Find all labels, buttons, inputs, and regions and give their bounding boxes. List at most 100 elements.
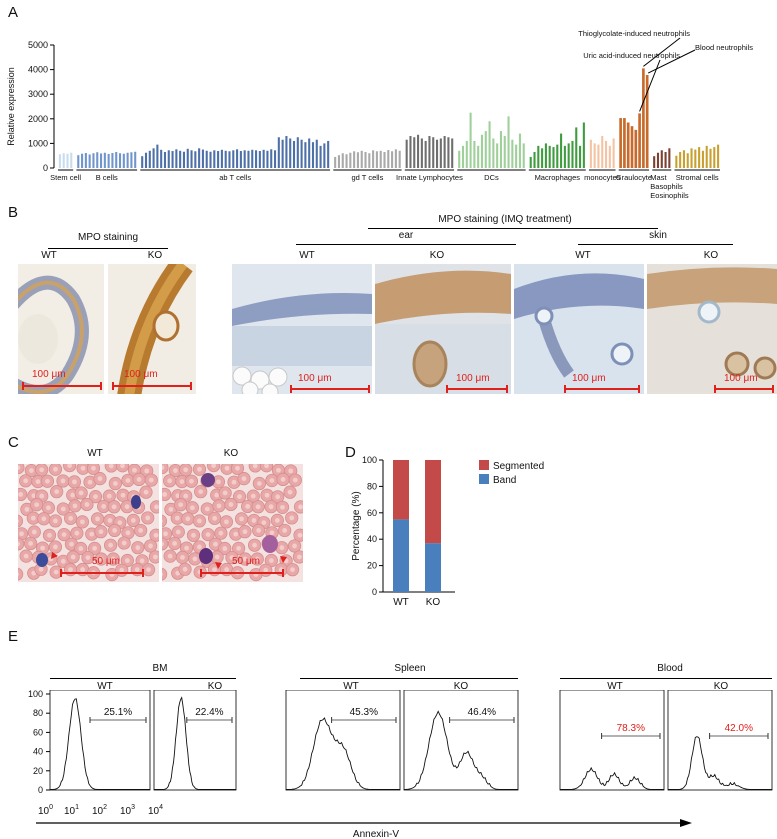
a-bar (379, 150, 382, 168)
a-annotation-line (647, 49, 696, 74)
a-bar (593, 143, 596, 168)
e-xtick-label: 103 (120, 804, 135, 817)
a-bar (417, 134, 420, 168)
scale-bar-2 (112, 382, 192, 390)
red-blood-cell-center (255, 504, 261, 510)
red-blood-cell-center (145, 515, 151, 521)
a-bar (522, 143, 525, 168)
a-bar (144, 152, 148, 168)
red-blood-cell-center (214, 554, 220, 560)
red-blood-cell-center (183, 493, 189, 499)
a-bar (296, 137, 299, 168)
a-bar (341, 153, 344, 168)
red-blood-cell-center (125, 478, 131, 483)
a-bar (682, 150, 685, 168)
red-blood-cell-center (68, 567, 73, 573)
skin-label: skin (649, 230, 667, 241)
neutrophil-nucleus (199, 548, 213, 564)
red-blood-cell-center (288, 468, 294, 474)
a-bar (171, 151, 174, 168)
red-blood-cell-center (268, 504, 274, 510)
red-blood-cell-center (172, 541, 178, 546)
a-bar (443, 136, 446, 168)
red-blood-cell-center (197, 544, 202, 550)
a-bar (597, 144, 600, 168)
a-bar (383, 152, 386, 168)
e-spleen-ko: KO (453, 681, 469, 692)
a-bar (100, 153, 103, 168)
red-blood-cell-center (256, 528, 262, 533)
a-group-label: gd T cells (352, 173, 384, 182)
arrowhead (280, 556, 287, 563)
red-blood-cell-center (233, 531, 239, 537)
a-group-label: Stem cell (50, 173, 81, 182)
scale-label-3: 100 μm (298, 373, 332, 384)
a-bar (115, 152, 118, 168)
red-blood-cell-center (107, 518, 113, 523)
e-histogram-curve (154, 696, 236, 790)
red-blood-cell-center (268, 558, 274, 563)
a-bar (541, 148, 544, 168)
a-bar (477, 145, 480, 168)
scale-bar-5 (564, 385, 640, 393)
red-blood-cell-center (175, 570, 181, 576)
d-ytick-label: 40 (367, 534, 377, 544)
red-blood-cell-center (24, 506, 30, 512)
e-histogram-curve (560, 766, 664, 790)
red-blood-cell-center (53, 466, 58, 472)
red-blood-cell-center (78, 546, 84, 551)
red-blood-cell-center (251, 518, 257, 523)
a-bar (579, 145, 582, 168)
a-bar (435, 139, 439, 168)
red-blood-cell-center (162, 572, 163, 577)
red-blood-cell-center (68, 515, 74, 521)
a-group-label: monocytes (584, 173, 621, 182)
scale-label-6: 100 μm (724, 373, 758, 384)
red-blood-cell-center (263, 567, 269, 573)
red-blood-cell-center (228, 502, 234, 507)
a-bar (518, 133, 521, 168)
red-blood-cell-center (168, 506, 174, 512)
red-blood-cell-center (53, 518, 58, 524)
a-bar (668, 148, 671, 168)
red-blood-cell-center (67, 464, 73, 469)
a-bar (182, 151, 185, 168)
a-bar (66, 153, 69, 168)
a-annotation: Thioglycolate-induced neutrophils (578, 29, 690, 38)
red-blood-cell-center (279, 545, 285, 551)
a-bar (626, 122, 630, 168)
mpo-ko-micrograph (108, 264, 196, 394)
red-blood-cell-center (45, 505, 51, 511)
red-blood-cell-center (19, 531, 24, 537)
red-blood-cell-center (87, 479, 93, 485)
a-bar (705, 145, 708, 168)
ear-wt-micrograph (232, 264, 372, 394)
red-blood-cell-center (216, 479, 221, 485)
a-bar (58, 154, 61, 168)
e-spleen-wt: WT (343, 681, 359, 692)
red-blood-cell-center (242, 529, 248, 535)
a-bar (130, 152, 133, 168)
a-bar (311, 142, 315, 168)
annexin-histograms: 0 20 40 60 80 100 25.1% 22.4% 45.3% 46.4% 78.3% 42.… (28, 690, 773, 839)
red-blood-cell-center (212, 567, 217, 573)
a-bar (560, 133, 563, 168)
a-bar (236, 149, 239, 168)
a-bar (304, 142, 307, 168)
a-bar (612, 138, 615, 168)
ear-line (296, 244, 516, 245)
red-blood-cell-center (153, 532, 159, 538)
red-blood-cell (162, 514, 168, 528)
a-bar (270, 149, 273, 168)
e-histogram-curve (403, 710, 518, 790)
red-blood-cell (162, 537, 169, 551)
a-ytick-label: 5000 (28, 40, 48, 50)
a-bar (255, 150, 258, 168)
red-blood-cell-center (261, 520, 267, 526)
red-blood-cell-center (39, 493, 45, 499)
a-bar (217, 151, 220, 168)
d-bar-segmented (393, 460, 409, 520)
a-bar (337, 155, 340, 168)
a-group-label: ab T cells (219, 173, 251, 182)
a-bar (511, 139, 514, 168)
